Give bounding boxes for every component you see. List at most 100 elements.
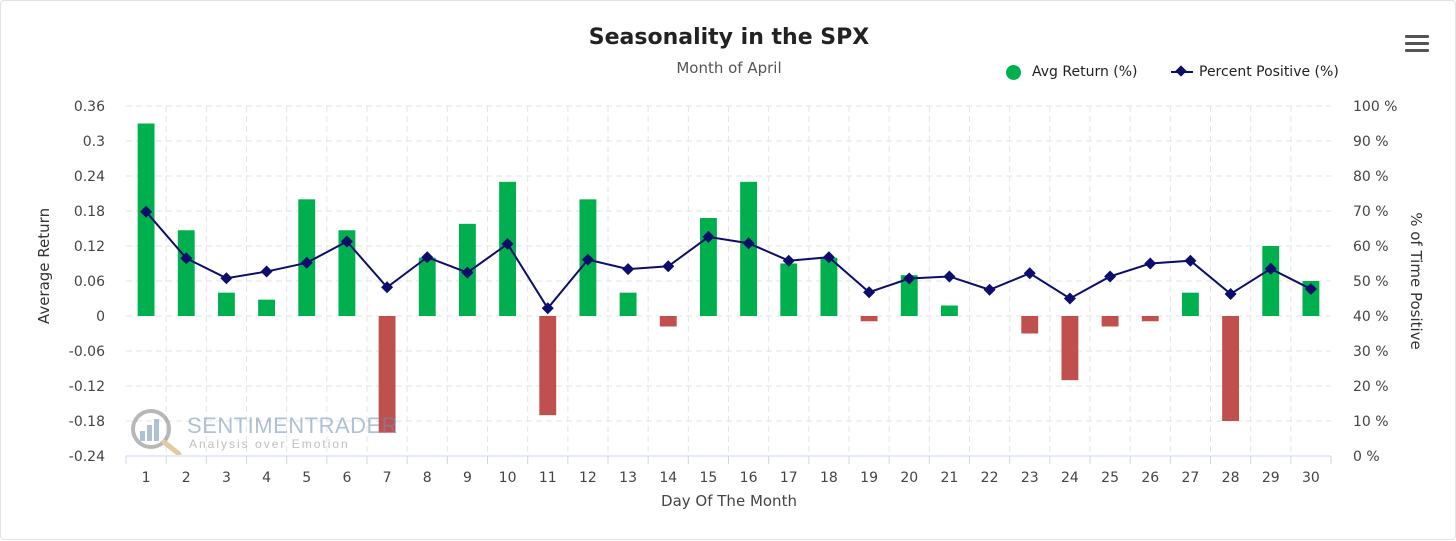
- x-tick-label: 14: [659, 470, 677, 486]
- marker-percent-positive[interactable]: [501, 237, 514, 250]
- marker-percent-positive[interactable]: [1144, 257, 1157, 270]
- bar-avg-return[interactable]: [860, 316, 878, 322]
- bar-avg-return[interactable]: [338, 230, 356, 316]
- bar-avg-return[interactable]: [177, 230, 195, 316]
- bar-avg-return[interactable]: [137, 123, 155, 317]
- watermark-tagline: Analysis over Emotion: [189, 437, 350, 451]
- bar-avg-return[interactable]: [619, 292, 637, 316]
- menu-bar-icon: [1405, 42, 1429, 45]
- marker-percent-positive[interactable]: [1304, 283, 1317, 296]
- bar-avg-return[interactable]: [1222, 316, 1240, 421]
- y2-tick-label: 70 %: [1353, 204, 1389, 220]
- marker-percent-positive[interactable]: [340, 235, 353, 248]
- x-tick-label: 17: [780, 470, 798, 486]
- x-tick-label: 2: [182, 470, 191, 486]
- marker-percent-positive[interactable]: [1264, 262, 1277, 275]
- legend-item-avg-return[interactable]: Avg Return (%): [1006, 63, 1146, 83]
- marker-percent-positive[interactable]: [863, 286, 876, 299]
- legend-label-avg-return: Avg Return (%): [1032, 64, 1138, 80]
- chart-context-menu-button[interactable]: [1405, 35, 1429, 55]
- x-tick-label: 13: [619, 470, 637, 486]
- x-tick-label: 16: [740, 470, 758, 486]
- bar-avg-return[interactable]: [418, 257, 436, 316]
- legend-circle-icon: [1006, 65, 1021, 80]
- marker-percent-positive[interactable]: [581, 253, 594, 266]
- marker-percent-positive[interactable]: [180, 252, 193, 265]
- bar-avg-return[interactable]: [1021, 316, 1039, 334]
- x-tick-label: 18: [820, 470, 838, 486]
- marker-percent-positive[interactable]: [541, 302, 554, 315]
- x-tick-label: 10: [499, 470, 517, 486]
- marker-percent-positive[interactable]: [300, 256, 313, 269]
- y-tick-label: 0: [96, 309, 105, 325]
- bar-avg-return[interactable]: [940, 305, 958, 317]
- y2-tick-label: 80 %: [1353, 169, 1389, 185]
- legend-item-percent-positive[interactable]: Percent Positive (%): [1171, 63, 1346, 83]
- x-tick-label: 28: [1222, 470, 1240, 486]
- marker-percent-positive[interactable]: [260, 265, 273, 278]
- marker-percent-positive[interactable]: [662, 260, 675, 273]
- bar-avg-return[interactable]: [1262, 246, 1280, 316]
- bar-avg-return[interactable]: [1061, 316, 1079, 381]
- x-tick-label: 19: [860, 470, 878, 486]
- x-tick-label: 30: [1302, 470, 1320, 486]
- marker-percent-positive[interactable]: [943, 270, 956, 283]
- bar-avg-return[interactable]: [780, 263, 798, 317]
- y2-tick-label: 40 %: [1353, 309, 1389, 325]
- marker-percent-positive[interactable]: [822, 251, 835, 264]
- bar-avg-return[interactable]: [539, 316, 557, 416]
- bar-avg-return[interactable]: [699, 218, 717, 316]
- marker-percent-positive[interactable]: [1063, 292, 1076, 305]
- y2-tick-label: 60 %: [1353, 239, 1389, 255]
- marker-percent-positive[interactable]: [903, 272, 916, 285]
- bar-avg-return[interactable]: [217, 292, 235, 316]
- y2-tick-label: 50 %: [1353, 274, 1389, 290]
- bar-avg-return[interactable]: [258, 299, 276, 316]
- y2-tick-label: 10 %: [1353, 414, 1389, 430]
- marker-percent-positive[interactable]: [381, 281, 394, 294]
- x-tick-label: 1: [142, 470, 151, 486]
- bar-avg-return[interactable]: [1141, 316, 1159, 322]
- x-tick-label: 8: [423, 470, 432, 486]
- bar-avg-return[interactable]: [378, 316, 396, 433]
- y-tick-label: -0.24: [69, 449, 105, 465]
- marker-percent-positive[interactable]: [983, 283, 996, 296]
- marker-percent-positive[interactable]: [782, 254, 795, 267]
- y2-tick-label: 30 %: [1353, 344, 1389, 360]
- y-axis-title: Average Return: [35, 208, 53, 324]
- legend-label-percent-positive: Percent Positive (%): [1199, 64, 1339, 80]
- bar-avg-return[interactable]: [1101, 316, 1119, 327]
- x-tick-label: 20: [900, 470, 918, 486]
- bar-avg-return[interactable]: [659, 316, 677, 327]
- marker-percent-positive[interactable]: [742, 237, 755, 250]
- marker-percent-positive[interactable]: [1104, 270, 1117, 283]
- x-tick-label: 26: [1141, 470, 1159, 486]
- y-tick-label: 0.3: [83, 134, 105, 150]
- y-tick-label: 0.24: [74, 169, 105, 185]
- marker-percent-positive[interactable]: [1224, 287, 1237, 300]
- bar-avg-return[interactable]: [900, 275, 918, 316]
- y-tick-label: 0.06: [74, 274, 105, 290]
- menu-bar-icon: [1405, 49, 1429, 52]
- y-tick-label: -0.18: [69, 414, 105, 430]
- x-tick-label: 21: [941, 470, 959, 486]
- x-tick-label: 27: [1182, 470, 1200, 486]
- y2-tick-label: 100 %: [1353, 99, 1397, 115]
- bar-avg-return[interactable]: [1181, 292, 1199, 316]
- y2-tick-label: 90 %: [1353, 134, 1389, 150]
- line-percent-positive: [145, 211, 1312, 311]
- marker-percent-positive[interactable]: [702, 230, 715, 243]
- marker-percent-positive[interactable]: [1184, 254, 1197, 267]
- bar-avg-return[interactable]: [820, 257, 838, 316]
- marker-percent-positive[interactable]: [461, 266, 474, 279]
- marker-percent-positive[interactable]: [220, 272, 233, 285]
- x-tick-label: 29: [1262, 470, 1280, 486]
- sentimentrader-watermark: SENTIMENTRADER Analysis over Emotion: [127, 405, 398, 455]
- marker-percent-positive[interactable]: [622, 263, 635, 276]
- y-tick-label: 0.36: [74, 99, 105, 115]
- marker-percent-positive[interactable]: [140, 205, 153, 218]
- marker-percent-positive[interactable]: [421, 251, 434, 264]
- y-tick-label: 0.12: [74, 239, 105, 255]
- marker-percent-positive[interactable]: [1023, 267, 1036, 280]
